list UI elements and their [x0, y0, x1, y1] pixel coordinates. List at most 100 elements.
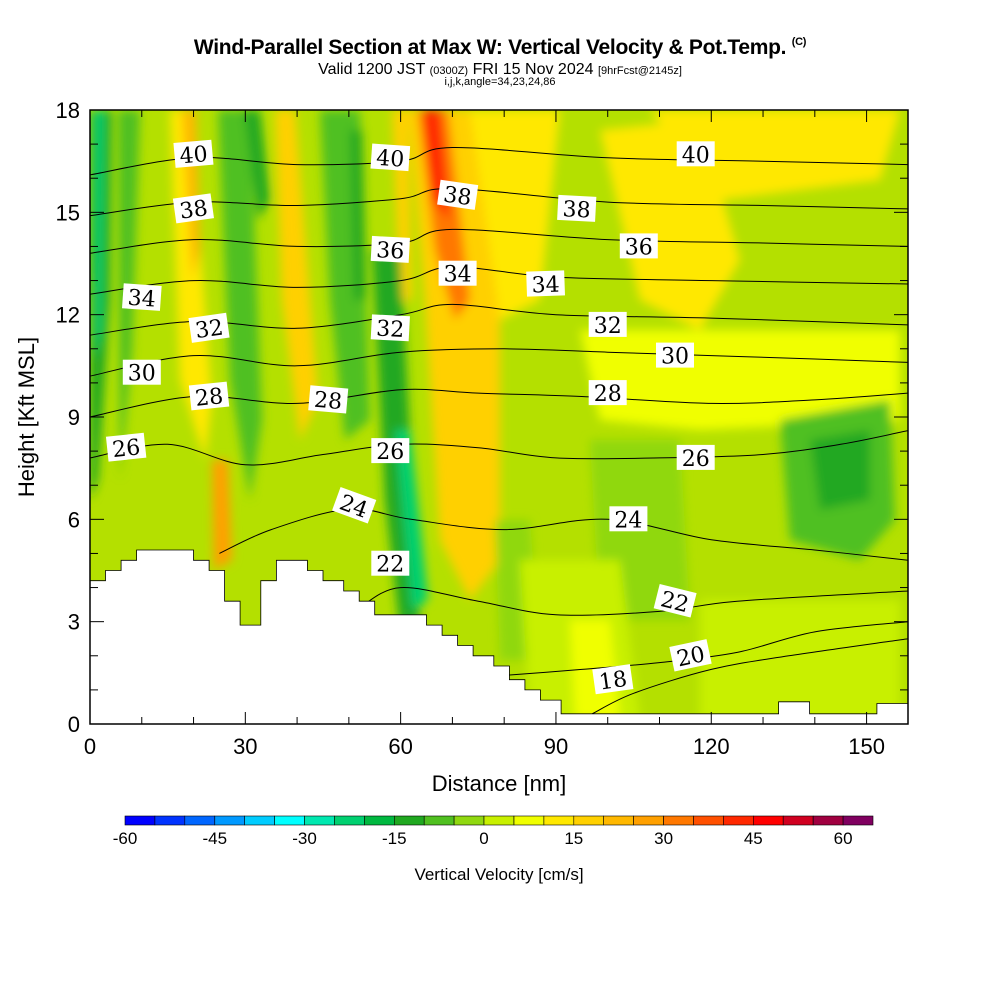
colorbar-bin: [603, 815, 634, 826]
y-tick-label: 6: [68, 507, 80, 532]
colorbar-bin: [842, 815, 874, 826]
y-tick-label: 18: [56, 98, 80, 123]
colorbar-tick-label: -15: [382, 829, 407, 848]
colorbar-bin: [423, 815, 455, 826]
updraft-cell: [700, 600, 900, 720]
colorbar-tick-label: 0: [479, 829, 488, 848]
theta-label-box: [188, 312, 230, 343]
copyright-mark: (C): [791, 36, 807, 48]
colorbar-bin: [453, 815, 485, 826]
colorbar-bin: [663, 815, 694, 826]
x-tick-label: 60: [388, 734, 412, 759]
theta-label-box: [669, 639, 712, 672]
theta-label-text: 36: [376, 238, 405, 264]
theta-label: 26: [371, 438, 410, 465]
colorbar-bin: [214, 815, 246, 826]
theta-label-text: 22: [376, 553, 404, 578]
y-tick-label: 12: [56, 303, 80, 328]
colorbar-bin: [782, 815, 814, 826]
updraft-cell: [275, 110, 318, 440]
colorbar-label: Vertical Velocity [cm/s]: [414, 865, 583, 884]
colorbar-bin: [543, 815, 575, 826]
theta-label-text: 30: [128, 362, 156, 387]
theta-label-text: 28: [594, 382, 622, 407]
theta-label-text: 38: [178, 196, 209, 225]
colorbar-bin: [274, 815, 305, 826]
theta-label-text: 36: [625, 235, 653, 260]
theta-label-text: 20: [675, 642, 708, 672]
vertical-velocity-field: 40 40 40 38 38 38 36 36 34 34 34 32 32 32 30 30 28 28 28 26…: [90, 110, 908, 724]
theta-label-text: 18: [598, 667, 629, 696]
theta-label-text: 32: [376, 317, 405, 343]
colorbar: -60 -45 -30 -15 0 15 30 45 60: [113, 815, 874, 848]
colorbar-bin: [304, 815, 335, 826]
colorbar-tick-label: -60: [113, 829, 138, 848]
theta-label-text: 30: [661, 345, 689, 370]
theta-contour-22: [358, 587, 908, 616]
x-axis-label: Distance [nm]: [432, 771, 567, 796]
theta-label: 32: [188, 312, 230, 344]
theta-label-text: 28: [313, 388, 343, 415]
valid-date: FRI 15 Nov 2024: [472, 61, 594, 78]
valid-time-line: Valid 1200 JST (0300Z) FRI 15 Nov 2024 […: [0, 61, 1000, 79]
theta-label: 40: [173, 139, 214, 169]
theta-label-text: 40: [682, 143, 710, 168]
theta-label-text: 26: [376, 440, 404, 465]
colorbar-bin: [513, 815, 545, 826]
theta-label: 34: [438, 260, 477, 288]
theta-label-box: [105, 432, 147, 462]
colorbar-bin: [244, 815, 275, 826]
theta-contour-30: [90, 348, 908, 377]
downdraft-core: [395, 430, 428, 610]
updraft-cell: [170, 110, 212, 460]
theta-label: 28: [308, 385, 349, 415]
colorbar-bin: [633, 815, 664, 826]
theta-label: 24: [609, 506, 648, 533]
theta-label-text: 40: [179, 142, 209, 169]
chart-title: Wind-Parallel Section at Max W: Vertical…: [0, 36, 1000, 60]
theta-label-text: 38: [562, 197, 591, 223]
theta-label-box: [588, 380, 627, 406]
downdraft-cell: [218, 110, 262, 500]
y-tick-label: 3: [68, 610, 80, 635]
theta-label-box: [609, 506, 648, 532]
theta-label: 34: [122, 283, 162, 313]
downdraft-core: [244, 110, 270, 220]
x-tick-label: 30: [233, 734, 257, 759]
theta-label: 28: [588, 380, 627, 407]
forecast-hour: [9hrFcst@2145z]: [597, 65, 682, 77]
y-tick-label: 0: [68, 712, 80, 737]
colorbar-bin: [334, 815, 365, 826]
colorbar-bin: [124, 815, 156, 826]
x-tick-label: 120: [693, 734, 730, 759]
indices-line: i,j,k,angle=34,23,24,86: [444, 76, 556, 88]
theta-label: 18: [592, 664, 634, 696]
theta-label-box: [370, 314, 410, 342]
colorbar-tick-label: 60: [834, 829, 853, 848]
theta-label-box: [308, 385, 349, 414]
colorbar-tick-label: -45: [203, 829, 228, 848]
downdraft-core: [810, 430, 870, 510]
colorbar-bin: [483, 815, 515, 826]
theta-label: 22: [653, 583, 697, 618]
colorbar-tick-label: 30: [654, 829, 673, 848]
colorbar-bin: [154, 815, 186, 826]
theta-label-box: [526, 270, 566, 297]
theta-labels: 40 40 40 38 38 38 36 36 34 34 34 32 32 32 30 30 28 28 28 26…: [105, 139, 715, 696]
theta-label-text: 34: [127, 286, 157, 313]
colorbar-bin: [573, 815, 604, 826]
x-tick-label: 0: [84, 734, 96, 759]
theta-label-box: [592, 664, 634, 695]
x-tick-label: 150: [848, 734, 885, 759]
colorbar-tick-label: -30: [292, 829, 317, 848]
theta-label-box: [371, 438, 410, 464]
theta-label: 40: [370, 143, 411, 173]
x-tick-label: 90: [544, 734, 568, 759]
theta-contour-36: [90, 228, 908, 254]
theta-label: 26: [105, 432, 147, 463]
theta-label: 38: [437, 179, 479, 211]
colorbar-bin: [393, 815, 425, 826]
theta-label: 32: [588, 311, 627, 339]
